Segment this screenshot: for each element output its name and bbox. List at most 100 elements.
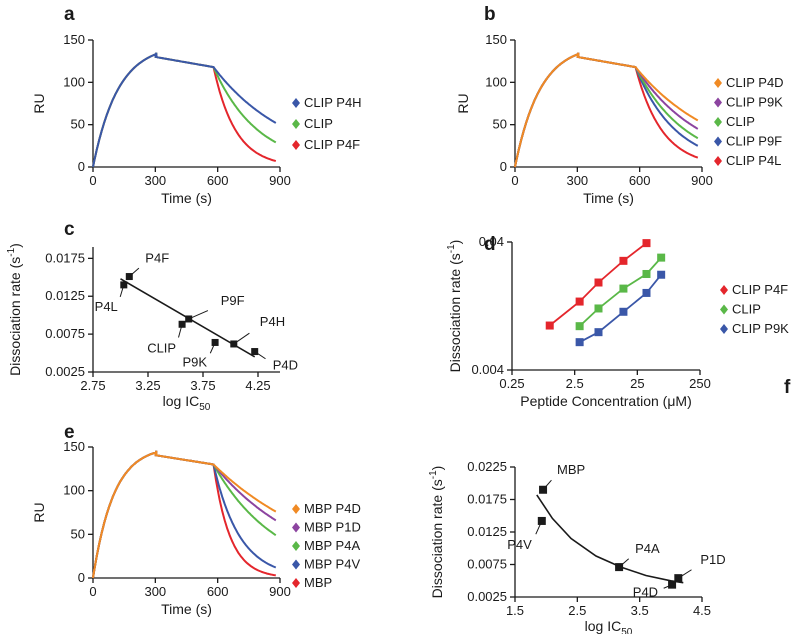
data-point xyxy=(594,278,603,287)
x-tick-label: 25 xyxy=(630,376,644,391)
label-leader xyxy=(233,332,250,345)
y-tick-label: 100 xyxy=(63,74,85,89)
x-tick-label: 2.5 xyxy=(566,376,584,391)
x-tick-label: 600 xyxy=(207,584,229,599)
y-tick-label: 0.0175 xyxy=(45,250,85,265)
legend: CLIP P4D CLIP P9K CLIP CLIP P9F CLIP P4L xyxy=(714,75,784,168)
x-axis-title-text: log IC xyxy=(585,618,622,634)
y-tick-label: 0.0225 xyxy=(467,459,507,474)
legend-label: MBP P4V xyxy=(304,557,360,572)
x-axis-title: Time (s) xyxy=(161,601,212,617)
y-axis-title-tail: ) xyxy=(447,240,463,245)
y-axis-title-text: Dissociation rate (s xyxy=(7,257,23,376)
y-tick-label: 0.0125 xyxy=(467,524,507,539)
x-tick-label: 900 xyxy=(269,173,291,188)
x-tick-label: 900 xyxy=(691,173,713,188)
legend-label: CLIP P4F xyxy=(732,282,788,297)
y-axis-title-tail: ) xyxy=(429,466,445,471)
point-label: P1D xyxy=(700,552,725,567)
legend-marker-diamond xyxy=(292,559,300,570)
x-axis-title: Time (s) xyxy=(583,190,634,206)
point-label: P9F xyxy=(221,293,245,308)
legend-label: CLIP P9F xyxy=(726,134,782,149)
point-label: P4A xyxy=(635,541,660,556)
y-axis-title-tail: ) xyxy=(7,243,23,248)
legend-marker-diamond xyxy=(714,136,722,147)
panel-letter: d xyxy=(484,234,496,255)
legend-marker-diamond xyxy=(292,522,300,533)
series-line xyxy=(92,450,276,579)
label-leader xyxy=(678,569,692,579)
legend-label: CLIP P9K xyxy=(732,321,789,336)
y-tick-label: 0.0075 xyxy=(467,557,507,572)
data-point xyxy=(575,297,584,306)
y-tick-label: 0.004 xyxy=(471,362,504,377)
data-point xyxy=(619,284,628,293)
y-tick-label: 50 xyxy=(71,117,85,132)
legend-marker-diamond xyxy=(714,117,722,127)
y-axis-title: Dissociation rate (s-1) xyxy=(6,243,23,376)
y-axis-title: Dissociation rate (s-1) xyxy=(446,240,463,373)
y-tick-label: 100 xyxy=(485,74,507,89)
point-label: P4H xyxy=(260,314,285,329)
point-label: MBP xyxy=(557,462,585,477)
panel-letter: a xyxy=(64,4,75,25)
point-label: P4V xyxy=(507,537,532,552)
point-label: P4D xyxy=(633,585,658,600)
point-label: P4D xyxy=(273,358,298,373)
x-tick-label: 3.25 xyxy=(135,378,160,393)
series-line xyxy=(514,52,699,168)
y-axis-title-sup: -1 xyxy=(6,247,17,256)
x-tick-label: 4.25 xyxy=(245,378,270,393)
y-axis-title: RU xyxy=(31,93,47,113)
x-tick-label: 600 xyxy=(629,173,651,188)
panel-letter: c xyxy=(64,219,75,240)
x-tick-label: 0 xyxy=(89,584,96,599)
label-leader xyxy=(188,310,209,320)
x-axis-title: log IC50 xyxy=(585,618,633,634)
x-tick-label: 4.5 xyxy=(693,603,711,618)
legend-label: CLIP P4L xyxy=(726,153,781,168)
legend-label: CLIP xyxy=(304,116,333,131)
data-point xyxy=(642,269,651,278)
series-line xyxy=(92,450,277,579)
x-tick-label: 3.5 xyxy=(631,603,649,618)
series-line xyxy=(92,52,277,168)
y-tick-label: 50 xyxy=(71,526,85,541)
series-line xyxy=(92,52,277,168)
y-tick-label: 150 xyxy=(63,32,85,47)
y-tick-label: 0.0175 xyxy=(467,492,507,507)
legend-label: CLIP P4D xyxy=(726,75,784,90)
data-point xyxy=(594,304,603,313)
legend-marker-diamond xyxy=(292,541,300,551)
x-tick-label: 2.5 xyxy=(568,603,586,618)
panel-f: f 1.5 2.5 3.5 4.5 0.0025 0.0075 0.0125 0.0175 0.0… xyxy=(428,377,791,634)
y-tick-label: 0 xyxy=(78,159,85,174)
legend-marker-diamond xyxy=(720,324,728,334)
point-label: P4F xyxy=(145,251,169,266)
legend: CLIP P4F CLIP CLIP P9K xyxy=(720,282,789,336)
label-leader xyxy=(535,520,543,535)
y-tick-label: 0.0025 xyxy=(45,364,85,379)
panel-letter: e xyxy=(64,422,75,443)
label-leader xyxy=(119,284,125,298)
x-tick-label: 0 xyxy=(89,173,96,188)
y-tick-label: 0 xyxy=(500,159,507,174)
legend-marker-diamond xyxy=(292,504,300,514)
legend-label: MBP P4A xyxy=(304,538,360,553)
x-tick-label: 0 xyxy=(511,173,518,188)
point-label: P9K xyxy=(183,354,208,369)
y-tick-label: 0.0075 xyxy=(45,326,85,341)
x-tick-label: 1.5 xyxy=(506,603,524,618)
x-axis-title-sub: 50 xyxy=(621,627,633,634)
x-tick-label: 0.25 xyxy=(499,376,524,391)
y-tick-label: 150 xyxy=(485,32,507,47)
y-tick-label: 100 xyxy=(63,483,85,498)
legend-marker-diamond xyxy=(292,119,300,129)
panel-c: c 2.75 3.25 3.75 4.25 0.0025 0.0075 0.0125 0.017… xyxy=(6,219,298,413)
legend-label: CLIP P4F xyxy=(304,137,360,152)
data-point xyxy=(545,321,554,330)
